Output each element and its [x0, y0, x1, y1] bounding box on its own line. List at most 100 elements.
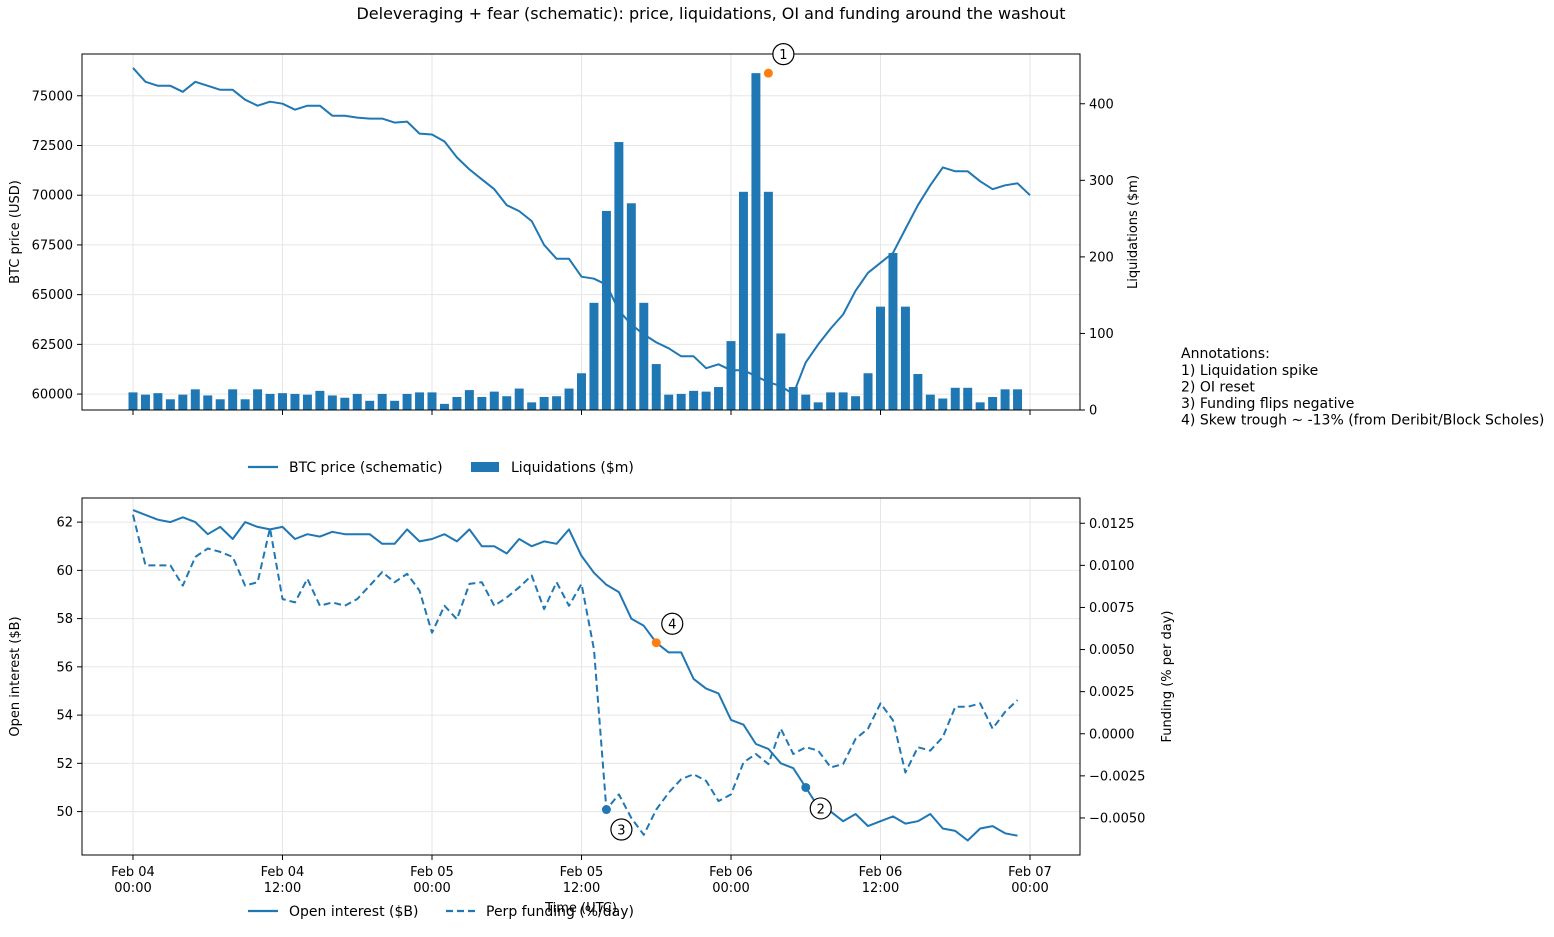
x-tick-label: 00:00 [712, 881, 749, 896]
liquidation-bar [489, 391, 499, 410]
liquidation-bar [215, 399, 225, 410]
funding-line [132, 514, 1019, 836]
x-tick-label: 00:00 [114, 881, 151, 896]
liquidation-bar [801, 394, 811, 410]
liquidation-bar [390, 400, 400, 410]
marker-point [651, 638, 661, 648]
liquidation-bar [664, 394, 674, 410]
tick-label-left: 72500 [32, 139, 73, 154]
liquidation-bar [352, 393, 362, 410]
liquidation-bar [900, 306, 910, 410]
chart-title: Deleveraging + fear (schematic): price, … [356, 4, 1065, 23]
tick-label-right: 0.0100 [1089, 559, 1135, 574]
liquidation-bar [577, 373, 586, 410]
marker-point [601, 805, 611, 815]
liquidation-bar [302, 394, 312, 410]
liquidation-bar [975, 402, 985, 410]
liquidation-bar [427, 392, 437, 410]
liquidation-bar [714, 387, 724, 410]
tick-label-left: 70000 [32, 189, 73, 204]
liquidation-bar [140, 394, 150, 410]
tick-label-left: 50 [56, 805, 73, 820]
liquidation-bar [913, 374, 923, 410]
price-line [132, 67, 1031, 396]
tick-label-left: 60000 [32, 388, 73, 403]
x-tick-label: 00:00 [413, 881, 450, 896]
liquidation-bar [751, 73, 761, 411]
x-tick-label: Feb 04 [261, 865, 305, 880]
liquidation-bar [763, 191, 773, 410]
marker-label: 2 [817, 802, 825, 817]
liquidation-bar [402, 393, 412, 410]
liquidation-bar [452, 396, 462, 410]
liquidation-bar [153, 393, 163, 410]
tick-label-left: 60 [56, 564, 73, 579]
liquidation-bar [963, 387, 973, 410]
marker-badge [772, 43, 795, 66]
liquidation-bar [377, 393, 387, 410]
y-axis-label-right: Funding (% per day) [1160, 611, 1175, 743]
liquidation-bar [253, 389, 263, 410]
marker-point [801, 782, 811, 792]
tick-label-right: 200 [1089, 250, 1114, 265]
x-tick-label: 00:00 [1011, 881, 1048, 896]
liquidation-bar [502, 396, 512, 410]
x-axis-label: Time (UTC) [544, 901, 617, 916]
x-tick-label: 12:00 [563, 881, 600, 896]
liquidation-bar [564, 388, 574, 410]
liquidation-bar [988, 396, 998, 410]
liquidation-bar [626, 203, 636, 410]
tick-label-right: 0.0000 [1089, 727, 1135, 742]
annotation-item: 4) Skew trough ~ -13% (from Deribit/Bloc… [1181, 413, 1544, 429]
annotation-item: 1) Liquidation spike [1181, 363, 1318, 379]
liquidation-bar [415, 392, 425, 410]
tick-label-right: 0 [1089, 404, 1097, 419]
annotation-item: 3) Funding flips negative [1181, 396, 1354, 412]
x-tick-label: Feb 06 [709, 865, 753, 880]
tick-label-right: 0.0050 [1089, 643, 1135, 658]
x-tick-label: Feb 05 [410, 865, 454, 880]
legend-swatch-1 [471, 462, 499, 472]
tick-label-left: 56 [56, 660, 73, 675]
legend-entry: Liquidations ($m) [511, 460, 634, 476]
tick-label-left: 54 [56, 709, 73, 724]
liquidation-bar [689, 390, 699, 410]
legend-entry: Perp funding (%/day) [486, 904, 634, 920]
liquidation-bar [863, 373, 873, 410]
tick-label-right: 0.0075 [1089, 601, 1135, 616]
liquidation-bar [938, 398, 948, 410]
tick-label-right: −0.0025 [1089, 769, 1145, 784]
liquidation-bar [813, 402, 823, 410]
annotation-markers: 1 4 3 2 [601, 43, 832, 841]
liquidation-bar [240, 399, 250, 410]
liquidation-bar [701, 391, 711, 410]
liquidation-bar [527, 402, 537, 410]
marker-label: 1 [779, 48, 787, 63]
tick-label-right: 100 [1089, 327, 1114, 342]
x-tick-label: Feb 05 [560, 865, 604, 880]
liquidation-bar [614, 142, 624, 410]
tick-label-right: 0.0025 [1089, 685, 1135, 700]
liquidation-bar [128, 392, 138, 410]
legend-entry: Open interest ($B) [289, 904, 418, 920]
liquidation-bar [876, 306, 885, 410]
liquidation-bar [228, 389, 238, 410]
liquidation-bar [514, 388, 524, 410]
tick-label-right: 400 [1089, 97, 1114, 112]
liquidation-bar [776, 333, 786, 410]
liquidation-bar [639, 302, 649, 410]
legend-entry: BTC price (schematic) [289, 460, 443, 476]
marker-badge [610, 818, 633, 841]
price-liquidations-panel: 60000 62500 65000 67500 70000 72500 75000 0 100 2… [8, 53, 1141, 476]
liquidation-bar [165, 399, 175, 410]
marker-label: 3 [617, 824, 625, 839]
liquidation-bar [950, 387, 960, 410]
liquidation-bar [589, 302, 599, 410]
y-axis-label-left: Open interest ($B) [8, 616, 23, 736]
annotation-item: 2) OI reset [1181, 380, 1255, 396]
oi-funding-panel: 50 52 54 56 58 60 62 −0.0050 −0.0025 0.0000 0.0025… [8, 497, 1175, 920]
liquidation-bar [203, 395, 213, 410]
liquidation-bar [178, 394, 188, 410]
open-interest-line [132, 509, 1018, 842]
